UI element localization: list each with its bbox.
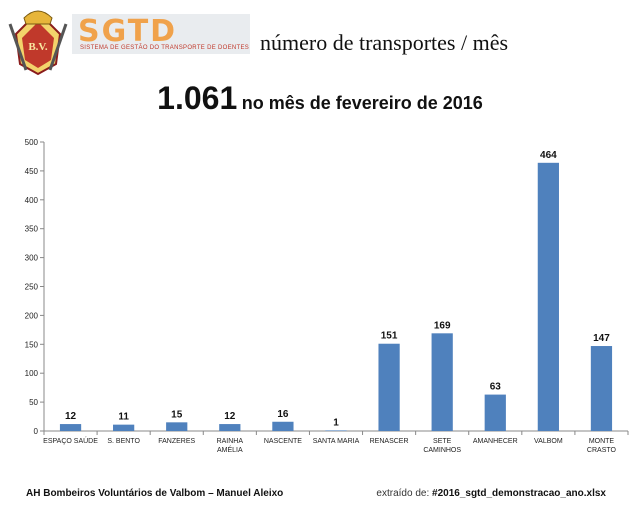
data-label: 464 xyxy=(540,150,557,161)
report-header: B.V. SGTD SISTEMA DE GESTÃO DO TRANSPORT… xyxy=(0,0,640,80)
category-label: AMÉLIA xyxy=(217,445,243,454)
y-tick-label: 450 xyxy=(25,167,39,176)
category-label: CAMINHOS xyxy=(423,447,461,454)
category-label: SETE xyxy=(433,438,452,445)
footer-source-prefix: extraído de: xyxy=(376,488,430,499)
category-label: AMANHECER xyxy=(473,438,518,445)
bar xyxy=(537,162,559,432)
bar xyxy=(378,343,400,431)
data-label: 15 xyxy=(171,409,183,420)
category-label: MONTE xyxy=(589,438,615,445)
data-label: 11 xyxy=(118,412,129,423)
y-tick-label: 250 xyxy=(25,283,39,292)
category-label: VALBOM xyxy=(534,438,563,445)
sgtd-logo: SGTD SISTEMA DE GESTÃO DO TRANSPORTE DE … xyxy=(72,14,250,54)
y-tick-label: 100 xyxy=(25,369,39,378)
headline: 1.061 no mês de fevereiro de 2016 xyxy=(0,80,640,117)
bar xyxy=(590,346,613,431)
y-tick-label: 300 xyxy=(25,254,39,263)
bar xyxy=(272,421,294,431)
bar xyxy=(219,424,241,431)
logo-text: SGTD xyxy=(78,14,178,49)
category-label: RENASCER xyxy=(370,438,409,445)
category-label: S. BENTO xyxy=(107,438,140,445)
data-label: 147 xyxy=(593,333,610,344)
headline-caption: no mês de fevereiro de 2016 xyxy=(241,93,483,113)
bar-chart: 0 50 100 150 200 250 300 350 400 450 500 12 ESPAÇO S… xyxy=(25,138,629,454)
footer-source-file: #2016_sgtd_demonstracao_ano.xlsx xyxy=(432,488,606,499)
page-title: número de transportes / mês xyxy=(260,30,509,55)
data-label: 12 xyxy=(65,411,77,422)
category-label: RAINHA xyxy=(217,438,244,445)
data-label: 12 xyxy=(224,411,236,422)
y-tick-label: 500 xyxy=(25,138,39,147)
category-label: SANTA MARIA xyxy=(313,438,360,445)
bar xyxy=(431,333,453,431)
data-label: 169 xyxy=(434,320,451,331)
data-label: 1 xyxy=(333,417,339,428)
category-label: CRASTO xyxy=(587,447,617,454)
footer-author: AH Bombeiros Voluntários de Valbom – Man… xyxy=(26,488,284,499)
bar xyxy=(166,422,188,431)
crest-text: B.V. xyxy=(28,41,48,53)
category-label: NASCENTE xyxy=(264,438,302,445)
data-label: 16 xyxy=(277,409,289,420)
data-label: 151 xyxy=(381,331,398,342)
y-tick-label: 50 xyxy=(29,398,38,407)
footer-source: extraído de: #2016_sgtd_demonstracao_ano… xyxy=(376,488,606,499)
logo-subtitle: SISTEMA DE GESTÃO DO TRANSPORTE DE DOENT… xyxy=(80,45,250,51)
y-tick-label: 0 xyxy=(34,427,39,436)
bar xyxy=(113,424,135,431)
bar xyxy=(325,430,347,431)
y-tick-label: 350 xyxy=(25,225,39,234)
bar xyxy=(59,424,82,431)
headline-total: 1.061 xyxy=(157,80,238,116)
category-label: FANZERES xyxy=(158,438,195,445)
bar xyxy=(484,394,506,431)
category-label: ESPAÇO SAÚDE xyxy=(43,436,98,445)
y-tick-label: 150 xyxy=(25,340,39,349)
fire-brigade-crest-icon: B.V. xyxy=(8,10,68,76)
y-tick-label: 400 xyxy=(25,196,39,205)
y-tick-label: 200 xyxy=(25,311,39,320)
data-label: 63 xyxy=(490,382,502,393)
